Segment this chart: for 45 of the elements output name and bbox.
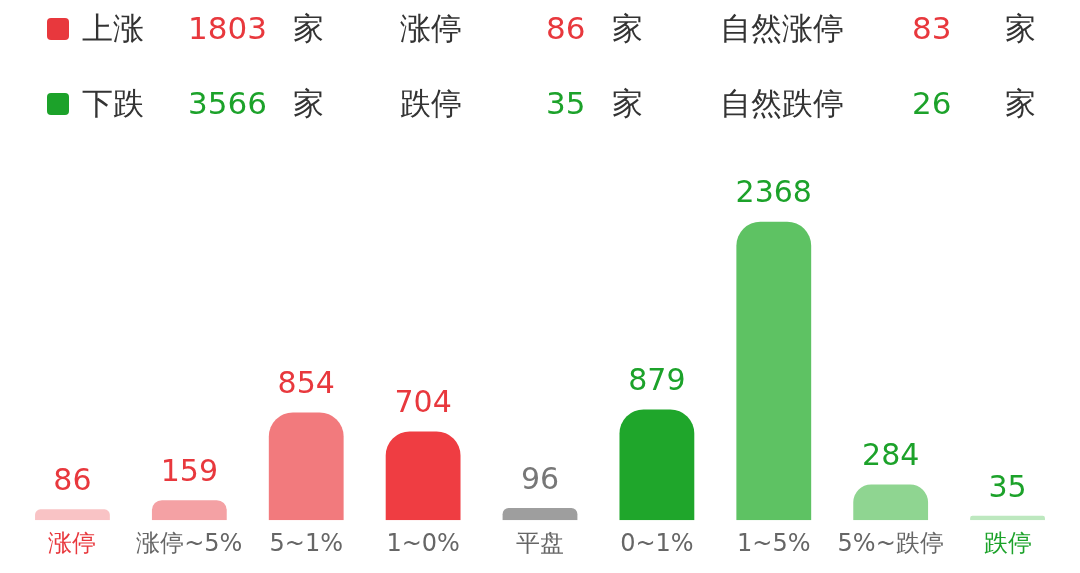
x-tick-label: 0~1%: [620, 528, 694, 557]
text: 83: [912, 9, 952, 48]
text: 家: [612, 84, 643, 123]
text: 家: [1005, 84, 1036, 123]
x-tick-label: 1~5%: [737, 528, 811, 557]
text: 1803: [188, 9, 267, 48]
x-tick-label: 1~0%: [386, 528, 460, 557]
text: 上涨: [82, 9, 144, 48]
text: 下跌: [82, 84, 144, 123]
bar: [502, 508, 578, 521]
text: 家: [293, 84, 324, 123]
data-label: 2368: [735, 174, 812, 210]
text: 26: [912, 84, 952, 123]
x-tick-label: 跌停: [983, 528, 1032, 557]
text: 3566: [188, 84, 267, 123]
data-label: 86: [53, 462, 92, 498]
bar: [151, 500, 227, 521]
bar: [619, 409, 695, 521]
x-tick-label: 平盘: [516, 528, 564, 557]
bar: [385, 431, 461, 521]
x-tick-label: 涨停~5%: [136, 528, 243, 557]
text: 自然涨停: [720, 9, 844, 48]
text: 跌停: [400, 84, 462, 123]
bar: [970, 515, 1045, 521]
text: 86: [546, 9, 586, 48]
data-label: 284: [862, 437, 920, 473]
bar: [35, 509, 110, 521]
text: 涨停: [400, 9, 462, 48]
data-label: 159: [160, 452, 218, 488]
data-label: 879: [628, 362, 686, 398]
data-label: 704: [394, 384, 452, 420]
bar: [736, 221, 812, 521]
x-tick-label: 5%~跌停: [837, 528, 944, 557]
bar: [853, 484, 929, 521]
data-label: 854: [277, 365, 335, 401]
text: 家: [293, 9, 324, 48]
bar: [268, 412, 344, 521]
x-tick-label: 涨停: [48, 528, 97, 557]
x-tick-label: 5~1%: [269, 528, 343, 557]
text: 家: [612, 9, 643, 48]
text: 自然跌停: [720, 84, 844, 123]
text: 家: [1005, 9, 1036, 48]
data-label: 96: [520, 460, 560, 496]
data-label: 35: [988, 468, 1027, 504]
text: 35: [546, 84, 586, 123]
